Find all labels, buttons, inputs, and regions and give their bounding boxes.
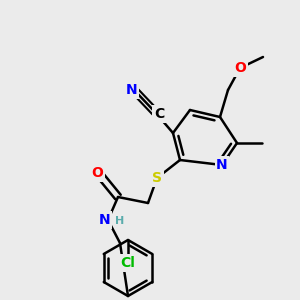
Text: S: S: [152, 171, 162, 185]
Text: N: N: [99, 213, 111, 227]
Text: O: O: [234, 61, 246, 75]
Text: Cl: Cl: [121, 256, 135, 270]
Text: N: N: [126, 83, 138, 97]
Text: O: O: [91, 166, 103, 180]
Text: N: N: [216, 158, 228, 172]
Text: C: C: [154, 107, 164, 121]
Text: H: H: [116, 216, 124, 226]
